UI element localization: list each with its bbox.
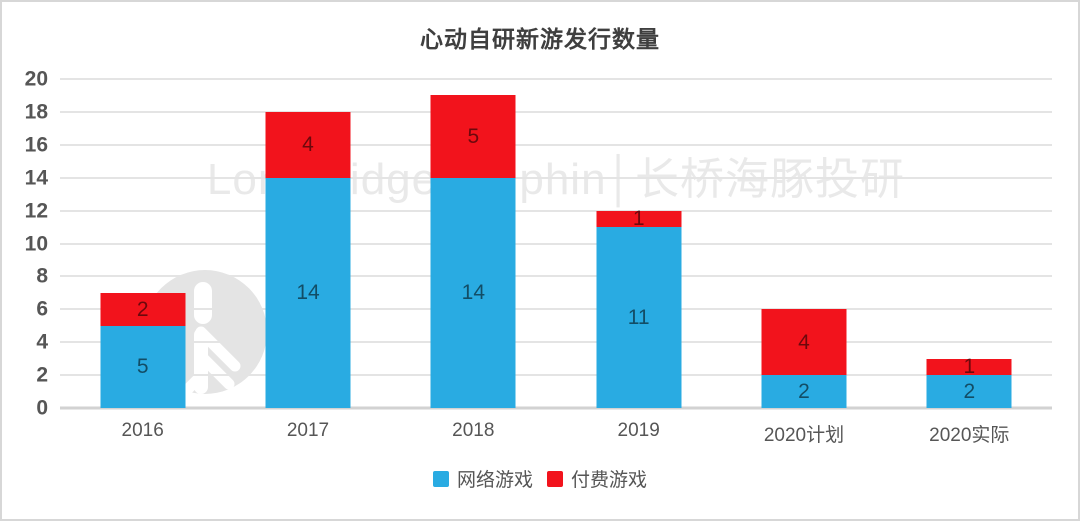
bar-value-label: 1 <box>963 355 976 379</box>
gridline <box>60 176 1052 179</box>
bar-value-label: 5 <box>136 355 149 379</box>
bar-value-label: 11 <box>627 306 650 330</box>
bar-segment: 5 <box>430 95 516 178</box>
bar-value-label: 14 <box>296 281 320 305</box>
bar-2017: 14 4 <box>265 79 351 408</box>
y-tick-label: 8 <box>36 264 48 288</box>
x-tick-label: 2020实际 <box>929 425 1010 446</box>
y-tick-label: 20 <box>24 67 48 91</box>
y-tick-label: 16 <box>24 133 48 157</box>
bar-value-label: 4 <box>798 330 810 354</box>
gridlines-layer <box>60 78 1052 410</box>
legend-swatch <box>432 470 449 487</box>
gridline <box>60 209 1052 212</box>
bar-segment: 4 <box>761 309 847 376</box>
bar-segment: 14 <box>265 177 351 408</box>
y-tick-label: 18 <box>24 100 48 124</box>
y-tick-label: 14 <box>24 166 48 190</box>
chart-title: 心动自研新游发行数量 <box>420 26 660 52</box>
bar-segment: 5 <box>100 325 186 408</box>
gridline <box>60 242 1052 245</box>
bar-value-label: 5 <box>467 125 480 149</box>
bar-value-label: 2 <box>963 380 976 404</box>
bar-value-label: 2 <box>136 297 149 321</box>
gridline <box>60 374 1052 377</box>
bar-segment: 1 <box>596 207 682 231</box>
bar-value-label: 2 <box>798 380 810 404</box>
y-tick-label: 2 <box>36 363 48 387</box>
y-tick-label: 12 <box>24 199 48 223</box>
bar-segment: 2 <box>100 292 186 326</box>
gridline <box>60 406 1052 410</box>
bar-segment: 1 <box>926 355 1012 379</box>
bar-2018: 14 5 <box>430 79 516 408</box>
bar-2019: 11 1 <box>596 79 682 408</box>
bar-segment: 2 <box>926 375 1012 408</box>
legend: 网络游戏 付费游戏 <box>2 465 1078 492</box>
gridline <box>60 78 1052 80</box>
x-tick-label: 2017 <box>286 420 330 441</box>
bar-value-label: 1 <box>632 207 645 231</box>
plot-area: Longbridge Dolphin│长桥海豚投研 5 2 14 4 14 5 11 1 2 4 2… <box>60 78 1052 410</box>
y-tick-label: 4 <box>36 330 48 354</box>
y-tick-label: 6 <box>36 297 48 321</box>
bar-segment: 4 <box>265 111 351 178</box>
bar-segment: 2 <box>761 375 847 408</box>
bars-layer: 5 2 14 4 14 5 11 1 2 4 2 1 <box>60 79 1052 408</box>
x-tick-label: 2020计划 <box>763 425 845 446</box>
legend-label: 付费游戏 <box>571 470 648 491</box>
bar-value-label: 4 <box>302 133 314 157</box>
legend-item: 网络游戏 <box>432 465 533 492</box>
x-tick-label: 2019 <box>617 420 660 441</box>
bar-value-label: 14 <box>461 281 485 305</box>
x-tick-label: 2018 <box>452 420 495 441</box>
legend-swatch <box>547 470 563 487</box>
y-tick-label: 10 <box>24 232 48 255</box>
legend-label: 网络游戏 <box>456 470 533 491</box>
y-tick-label: 0 <box>36 396 48 420</box>
gridline <box>60 110 1052 113</box>
bar-segment: 11 <box>596 227 682 408</box>
x-tick-label: 2016 <box>121 420 164 441</box>
y-axis-labels: 0 2 4 6 8 10 12 14 16 18 20 <box>2 69 48 419</box>
gridline <box>60 143 1052 146</box>
gridline <box>60 308 1052 311</box>
x-axis-labels: 2016 2017 2018 2019 2020计划 2020实际 <box>60 420 1052 447</box>
bar-segment: 14 <box>430 177 516 408</box>
gridline <box>60 275 1052 278</box>
legend-item: 付费游戏 <box>547 465 647 492</box>
gridline <box>60 341 1052 344</box>
